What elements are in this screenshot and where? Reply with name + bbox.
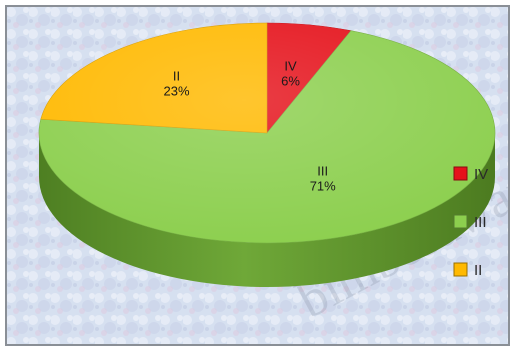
slice-value-iv: 6%: [281, 74, 300, 89]
slice-value-iii: 71%: [310, 178, 336, 193]
slice-value-ii: 23%: [164, 83, 190, 98]
slice-label-iv: IV: [284, 59, 297, 74]
legend-swatch-ii: [453, 262, 468, 277]
slice-side-iii: [39, 133, 495, 287]
legend-swatch-iii: [453, 214, 468, 229]
slice-label-ii: II: [173, 68, 180, 83]
slice-label-iii: III: [317, 163, 328, 178]
legend-swatch-iv: [453, 166, 468, 181]
pie-sides: [39, 133, 495, 287]
legend-label-iii: III: [474, 214, 487, 231]
legend-label-iv: IV: [474, 166, 488, 183]
pie-highlight: [39, 23, 495, 243]
legend-label-ii: II: [474, 262, 482, 279]
